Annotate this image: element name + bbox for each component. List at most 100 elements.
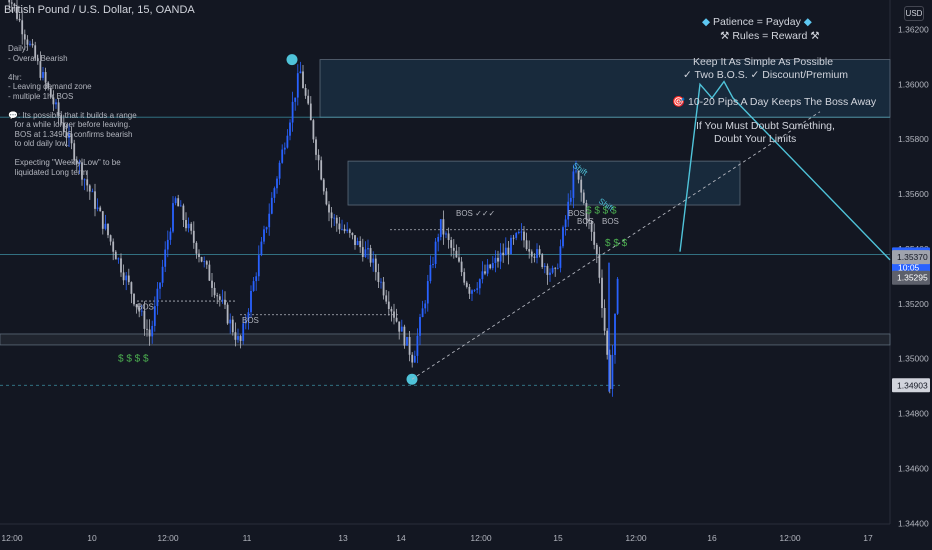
candle-body [400, 326, 403, 332]
swing-marker [286, 54, 298, 66]
candle-body [406, 336, 408, 346]
candle-body [510, 237, 512, 255]
candle-body [187, 223, 190, 229]
candle-body [445, 233, 447, 235]
candle-body [229, 319, 232, 324]
candle-body [603, 308, 606, 331]
candle-body [606, 330, 609, 355]
candle-body [312, 120, 315, 140]
candle-body [161, 266, 164, 283]
candle-body [577, 170, 580, 180]
candle-body [198, 253, 200, 257]
motto-rules-text: Rules = Reward [732, 30, 808, 42]
candle-body [278, 162, 281, 179]
candle-body [159, 282, 161, 289]
price-tick-label: 1.35000 [898, 354, 929, 364]
candle-body [575, 170, 577, 172]
note-line: - Overall Bearish [8, 53, 68, 63]
candle-body [546, 265, 549, 275]
candle-body [252, 281, 255, 291]
candle-body [463, 272, 466, 283]
candle-body [328, 204, 330, 213]
candle-body [434, 241, 437, 264]
candle-body [257, 255, 260, 277]
currency-button[interactable]: USD [904, 6, 924, 21]
candle-body [601, 277, 603, 309]
candle-body [13, 3, 16, 7]
candle-body [88, 185, 91, 192]
candle-body [250, 290, 252, 313]
candle-body [138, 307, 141, 312]
time-tick-label: 10 [87, 533, 97, 543]
candle-body [125, 275, 128, 281]
time-tick-label: 15 [553, 533, 563, 543]
candle-body [120, 258, 122, 273]
candle-body [455, 250, 458, 258]
candle-body [117, 258, 120, 260]
symbol-title[interactable]: British Pound / U.S. Dollar, 15, OANDA [4, 4, 195, 16]
candle-body [408, 336, 411, 355]
candle-body [213, 287, 216, 296]
projection-path [679, 80, 891, 261]
candle-body [411, 354, 414, 363]
candle-body [291, 101, 294, 123]
candle-body [530, 251, 533, 257]
price-tick-label: 1.35800 [898, 134, 929, 144]
candle-body [497, 257, 499, 262]
candle-body [442, 219, 445, 235]
candle-body [211, 280, 213, 288]
candle-body [195, 242, 198, 254]
candle-body [348, 229, 351, 233]
candle-body [156, 288, 159, 307]
candle-body [569, 197, 572, 202]
candle-body [507, 247, 510, 255]
candle-body [533, 256, 536, 258]
candle-body [185, 220, 187, 229]
candle-body [486, 264, 489, 274]
candle-body [387, 301, 390, 310]
candle-body [10, 2, 13, 4]
time-tick-label: 11 [243, 533, 252, 543]
candle-body [299, 71, 302, 74]
candle-body [538, 249, 541, 255]
candle-body [96, 207, 99, 209]
candle-body [65, 132, 68, 138]
candle-body [112, 241, 115, 252]
note-line: to old daily low. [8, 139, 69, 148]
analysis-notes: Daily: - Overall Bearish 4hr: - Leaving de… [8, 44, 137, 177]
candle-body [559, 246, 562, 268]
candle-body [283, 147, 286, 150]
note-line [8, 149, 137, 159]
time-tick-label: 14 [396, 533, 406, 543]
candle-body [543, 265, 546, 267]
candle-body [424, 303, 427, 309]
candle-body [273, 188, 276, 198]
candle-body [502, 252, 505, 256]
candle-body [481, 271, 484, 280]
candle-body [208, 264, 211, 281]
candle-body [234, 332, 237, 340]
candle-body [135, 304, 138, 308]
candle-body [556, 267, 559, 269]
motto-keep-simple: Keep It As Simple As Possible [693, 56, 834, 68]
candle-body [341, 228, 343, 230]
note-line: Expecting "Weekly Low" to be [8, 158, 121, 167]
candle-body [325, 191, 328, 205]
candle-body [68, 133, 70, 138]
candle-body [520, 231, 523, 233]
candle-body [174, 198, 177, 204]
candle-body [320, 160, 323, 180]
candle-body [286, 135, 289, 148]
note-line: BOS at 1.34906 confirms bearish [8, 129, 133, 139]
candle-body [598, 254, 601, 278]
candle-body [192, 230, 195, 243]
candle-body [151, 325, 154, 337]
candle-body [94, 191, 96, 209]
candle-body [281, 149, 284, 163]
candle-body [385, 295, 388, 302]
candle-body [562, 227, 564, 247]
candle-body [304, 88, 307, 96]
candle-body [413, 355, 416, 363]
